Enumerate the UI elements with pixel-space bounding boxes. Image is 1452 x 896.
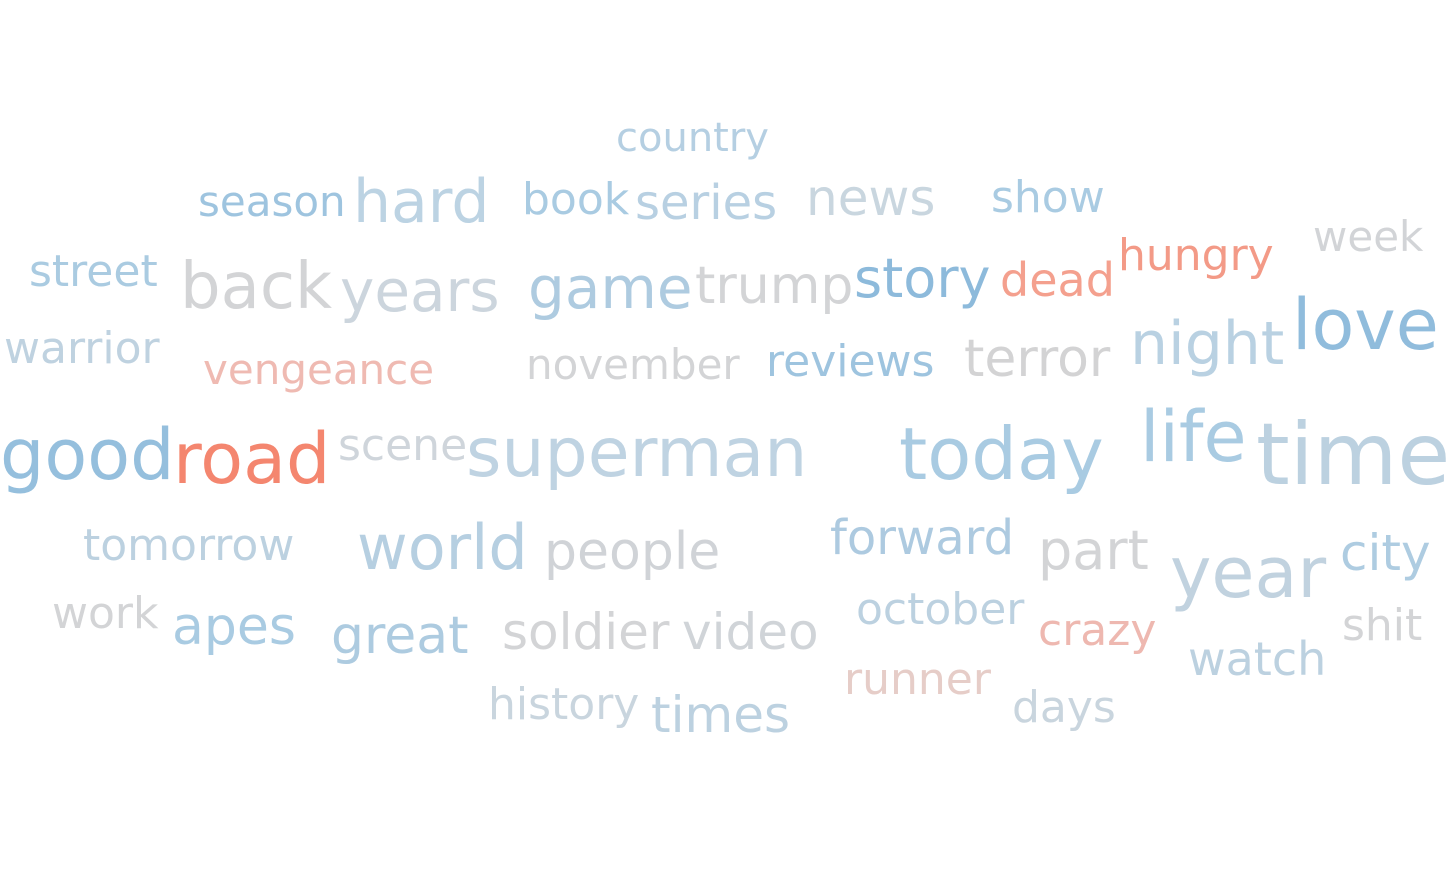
- word-street: street: [29, 246, 158, 297]
- word-world: world: [357, 511, 528, 584]
- word-good: good: [0, 414, 175, 496]
- word-terror: terror: [964, 329, 1111, 389]
- word-video: video: [682, 603, 819, 661]
- word-watch: watch: [1188, 632, 1327, 686]
- word-tomorrow: tomorrow: [83, 520, 295, 571]
- word-forward: forward: [830, 510, 1015, 566]
- word-hungry: hungry: [1118, 230, 1274, 281]
- word-story: story: [854, 247, 991, 310]
- word-people: people: [544, 522, 721, 582]
- word-reviews: reviews: [766, 336, 935, 387]
- word-apes: apes: [172, 597, 296, 657]
- word-years: years: [340, 257, 500, 325]
- word-book: book: [522, 174, 630, 225]
- word-runner: runner: [844, 654, 991, 705]
- word-vengeance: vengeance: [203, 345, 435, 394]
- word-time: time: [1256, 405, 1451, 505]
- word-series: series: [635, 175, 778, 231]
- word-part: part: [1038, 519, 1149, 582]
- word-city: city: [1340, 524, 1431, 582]
- word-week: week: [1313, 212, 1424, 261]
- word-back: back: [180, 250, 333, 324]
- word-country: country: [616, 115, 769, 161]
- word-game: game: [528, 254, 693, 322]
- word-shit: shit: [1342, 600, 1423, 651]
- word-october: october: [856, 584, 1025, 635]
- word-season: season: [198, 177, 346, 226]
- word-superman: superman: [466, 414, 808, 493]
- word-great: great: [331, 606, 469, 666]
- word-dead: dead: [1000, 253, 1115, 307]
- word-today: today: [899, 412, 1104, 496]
- word-times: times: [651, 686, 791, 744]
- word-show: show: [991, 172, 1105, 223]
- word-work: work: [52, 588, 159, 639]
- word-soldier: soldier: [502, 603, 670, 661]
- word-life: life: [1140, 396, 1247, 478]
- word-love: love: [1292, 284, 1439, 366]
- word-days: days: [1012, 682, 1116, 733]
- word-night: night: [1130, 309, 1285, 379]
- word-year: year: [1170, 532, 1327, 614]
- word-november: november: [526, 340, 740, 389]
- word-hard: hard: [353, 167, 490, 237]
- word-trump: trump: [695, 256, 854, 316]
- word-news: news: [806, 169, 936, 227]
- word-crazy: crazy: [1038, 605, 1157, 656]
- word-scene: scene: [338, 420, 468, 471]
- word-road: road: [173, 418, 331, 500]
- word-history: history: [488, 679, 640, 730]
- word-warrior: warrior: [4, 323, 160, 374]
